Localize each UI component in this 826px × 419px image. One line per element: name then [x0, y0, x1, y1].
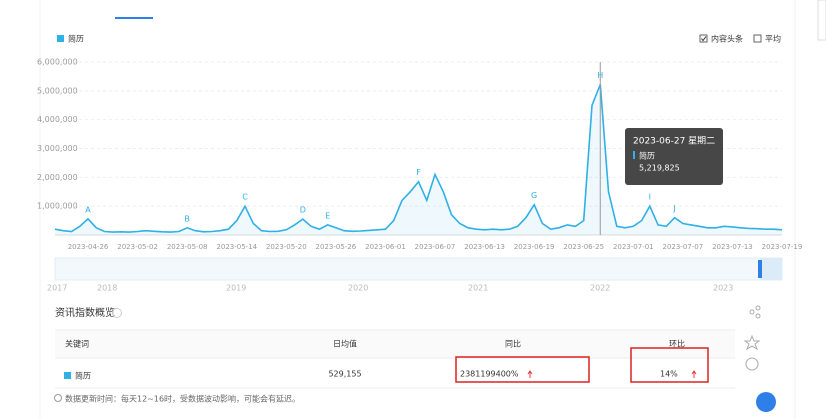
x-tick-label: 2023-07-01: [613, 243, 654, 251]
navigator: [54, 257, 783, 281]
x-tick-label: 2023-07-07: [663, 243, 704, 251]
annotation: G: [531, 191, 537, 200]
annotation: C: [242, 193, 248, 202]
mom-cell: 14%: [660, 370, 678, 379]
x-tick-label: 2023-06-25: [563, 243, 604, 251]
x-tick-label: 2023-07-13: [712, 243, 753, 251]
share-icon[interactable]: [749, 309, 755, 315]
annotation: B: [184, 214, 190, 223]
x-tick-label: 2023-05-02: [117, 243, 158, 251]
navigator-year: 2021: [468, 284, 488, 293]
navigator-year: 2023: [713, 284, 733, 293]
overview: 资讯指数概览 关键词 日均值 同比 环比 简历 529,155 23811994…: [54, 306, 735, 404]
annotation: D: [300, 206, 306, 215]
navigator-year: 2019: [226, 284, 246, 293]
annotation: F: [416, 168, 421, 177]
up-arrow: [691, 370, 697, 378]
highlight-box: [630, 347, 709, 383]
navigator-year: 2020: [348, 284, 368, 293]
share-icon[interactable]: [755, 313, 761, 319]
navigator-year: 2018: [97, 284, 117, 293]
header-cell: 环比: [669, 339, 685, 349]
header-cell: 日均值: [333, 339, 357, 349]
help-icon[interactable]: [112, 308, 122, 318]
x-tick-label: 2023-05-20: [266, 243, 307, 251]
annotation: I: [649, 193, 651, 202]
line: [54, 84, 783, 233]
keyword-cell: 简历: [75, 371, 91, 381]
info-icon: [54, 394, 62, 402]
navigator-year: 2022: [590, 284, 610, 293]
table-header: [55, 330, 735, 358]
legend-swatch: [57, 35, 64, 42]
tooltip-name: 简历: [639, 151, 655, 161]
annotation: A: [85, 205, 91, 214]
x-tick-label: 2023-06-19: [514, 243, 555, 251]
keyword-swatch: [64, 372, 71, 379]
x-tick-label: 2023-06-13: [464, 243, 505, 251]
x-tick-label: 2023-07-19: [762, 243, 803, 251]
chat-button[interactable]: [756, 392, 776, 412]
share-icon[interactable]: [755, 305, 761, 311]
navigator-selected: [760, 258, 782, 280]
active-tab[interactable]: [115, 17, 153, 19]
legend-label: 简历: [68, 34, 84, 44]
tooltip-swatch: [633, 151, 635, 159]
x-tick-label: 2023-05-26: [316, 243, 357, 251]
yoy-cell: 2381199400%: [460, 370, 519, 379]
navigator-year: 2017: [47, 284, 67, 293]
x-tick-label: 2023-05-14: [216, 243, 257, 251]
star-icon[interactable]: [743, 334, 761, 351]
navigator-handle[interactable]: [758, 260, 762, 278]
footnote: 数据更新时间：每天12~16时，受数据波动影响，可能会有延迟。: [65, 394, 300, 404]
annotation: J: [672, 204, 675, 213]
checkbox[interactable]: [753, 34, 762, 43]
tooltip-value: 5,219,825: [639, 164, 680, 173]
tooltip-title: 2023-06-27 星期二: [633, 136, 715, 147]
up-arrow: [527, 370, 533, 378]
header-cell: 同比: [505, 339, 521, 349]
checkbox-label: 内容头条: [711, 34, 743, 44]
x-tick-label: 2023-06-01: [365, 243, 406, 251]
chart: 简历 内容头条 平均1,000,0002,000,0003,000,0004,000…: [37, 34, 802, 293]
x-tick-label: 2023-04-26: [68, 243, 109, 251]
checkbox-label: 平均: [765, 34, 781, 44]
help-icon[interactable]: [745, 357, 759, 371]
side-tools: [743, 305, 776, 412]
check-mark: [701, 36, 707, 42]
avg-cell: 529,155: [328, 370, 361, 379]
side-button[interactable]: [817, 0, 826, 41]
tooltip-box: [625, 128, 723, 185]
annotation: E: [325, 211, 330, 220]
highlight-box: [455, 356, 590, 383]
header-cell: 关键词: [65, 339, 89, 349]
checkbox[interactable]: [699, 34, 708, 43]
x-tick-label: 2023-05-08: [167, 243, 208, 251]
x-tick-label: 2023-06-07: [415, 243, 456, 251]
section-title: 资讯指数概览: [55, 306, 115, 319]
